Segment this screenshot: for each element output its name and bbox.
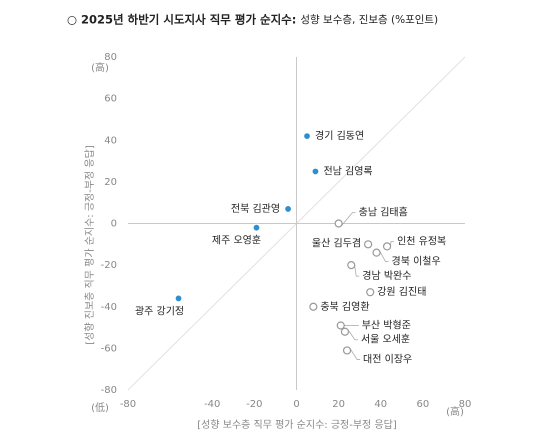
y-tick-label: -60 <box>101 343 117 354</box>
x-tick-label: 40 <box>374 399 387 410</box>
point <box>283 204 293 214</box>
y-high-label: (高) <box>91 61 109 74</box>
x-tick-label: -20 <box>246 399 262 410</box>
point-label: 인천 유정복 <box>397 235 446 247</box>
point-label: 경남 박완수 <box>362 269 411 282</box>
point-label: 제주 오영훈 <box>212 234 261 247</box>
leader-line <box>353 263 360 277</box>
point-label: 경북 이철우 <box>392 255 441 268</box>
point <box>174 294 183 303</box>
leader-line <box>349 348 361 360</box>
point <box>342 346 352 355</box>
y-axis-label: [성향 진보층 직무 평가 순지수: 긍정-부정 응답] <box>84 145 96 345</box>
x-tick-label: 80 <box>459 399 472 410</box>
point <box>372 248 381 257</box>
point-label: 충남 김태흠 <box>359 206 408 219</box>
point-label: 경기 김동연 <box>315 129 364 142</box>
point <box>347 261 356 270</box>
point <box>340 327 350 336</box>
y-tick-label: 60 <box>104 94 117 105</box>
x-tick-label: 60 <box>417 399 430 410</box>
point <box>382 242 392 251</box>
point-label: 부산 박형준 <box>362 319 411 331</box>
point <box>334 219 343 228</box>
point-label: 울산 김두겸 <box>312 237 361 249</box>
y-tick-label: -40 <box>101 302 117 313</box>
point-label: 전남 김영록 <box>323 165 372 177</box>
x-tick-label: 0 <box>293 399 299 410</box>
point <box>302 131 312 141</box>
y-tick-label: 80 <box>104 52 117 63</box>
y-low-label: (低) <box>91 401 109 414</box>
point-label: 대전 이장우 <box>363 353 412 365</box>
point-label: 서울 오세훈 <box>361 333 410 346</box>
point <box>252 223 261 232</box>
y-tick-label: 40 <box>104 135 117 146</box>
leader-line <box>379 250 389 263</box>
leader-line <box>347 329 358 341</box>
leader-line <box>341 212 356 226</box>
chart-title: ○ 2025년 하반기 시도지사 직무 평가 순지수: <box>67 13 296 27</box>
point <box>311 167 320 176</box>
x-tick-label: -40 <box>204 399 220 410</box>
chart-subtitle: 성향 보수층, 진보층 (%포인트) <box>300 14 438 26</box>
x-tick-label: 20 <box>332 399 345 410</box>
x-high-label: (高) <box>446 405 464 418</box>
point-label: 강원 김진태 <box>377 286 426 298</box>
y-tick-label: -80 <box>101 385 117 396</box>
x-tick-label: -80 <box>120 399 136 410</box>
y-tick-label: 0 <box>111 219 117 230</box>
point <box>364 240 373 249</box>
point-label: 전북 김관영 <box>231 203 280 215</box>
point <box>309 302 318 311</box>
point-label: 광주 강기정 <box>135 305 184 317</box>
point-label: 충북 김영환 <box>320 301 369 313</box>
x-axis-label: [성향 보수층 직무 평가 순지수: 긍정-부정 응답] <box>197 419 397 431</box>
point <box>366 288 375 297</box>
point <box>336 321 345 330</box>
y-tick-label: -20 <box>101 260 117 271</box>
y-tick-label: 20 <box>104 177 117 188</box>
